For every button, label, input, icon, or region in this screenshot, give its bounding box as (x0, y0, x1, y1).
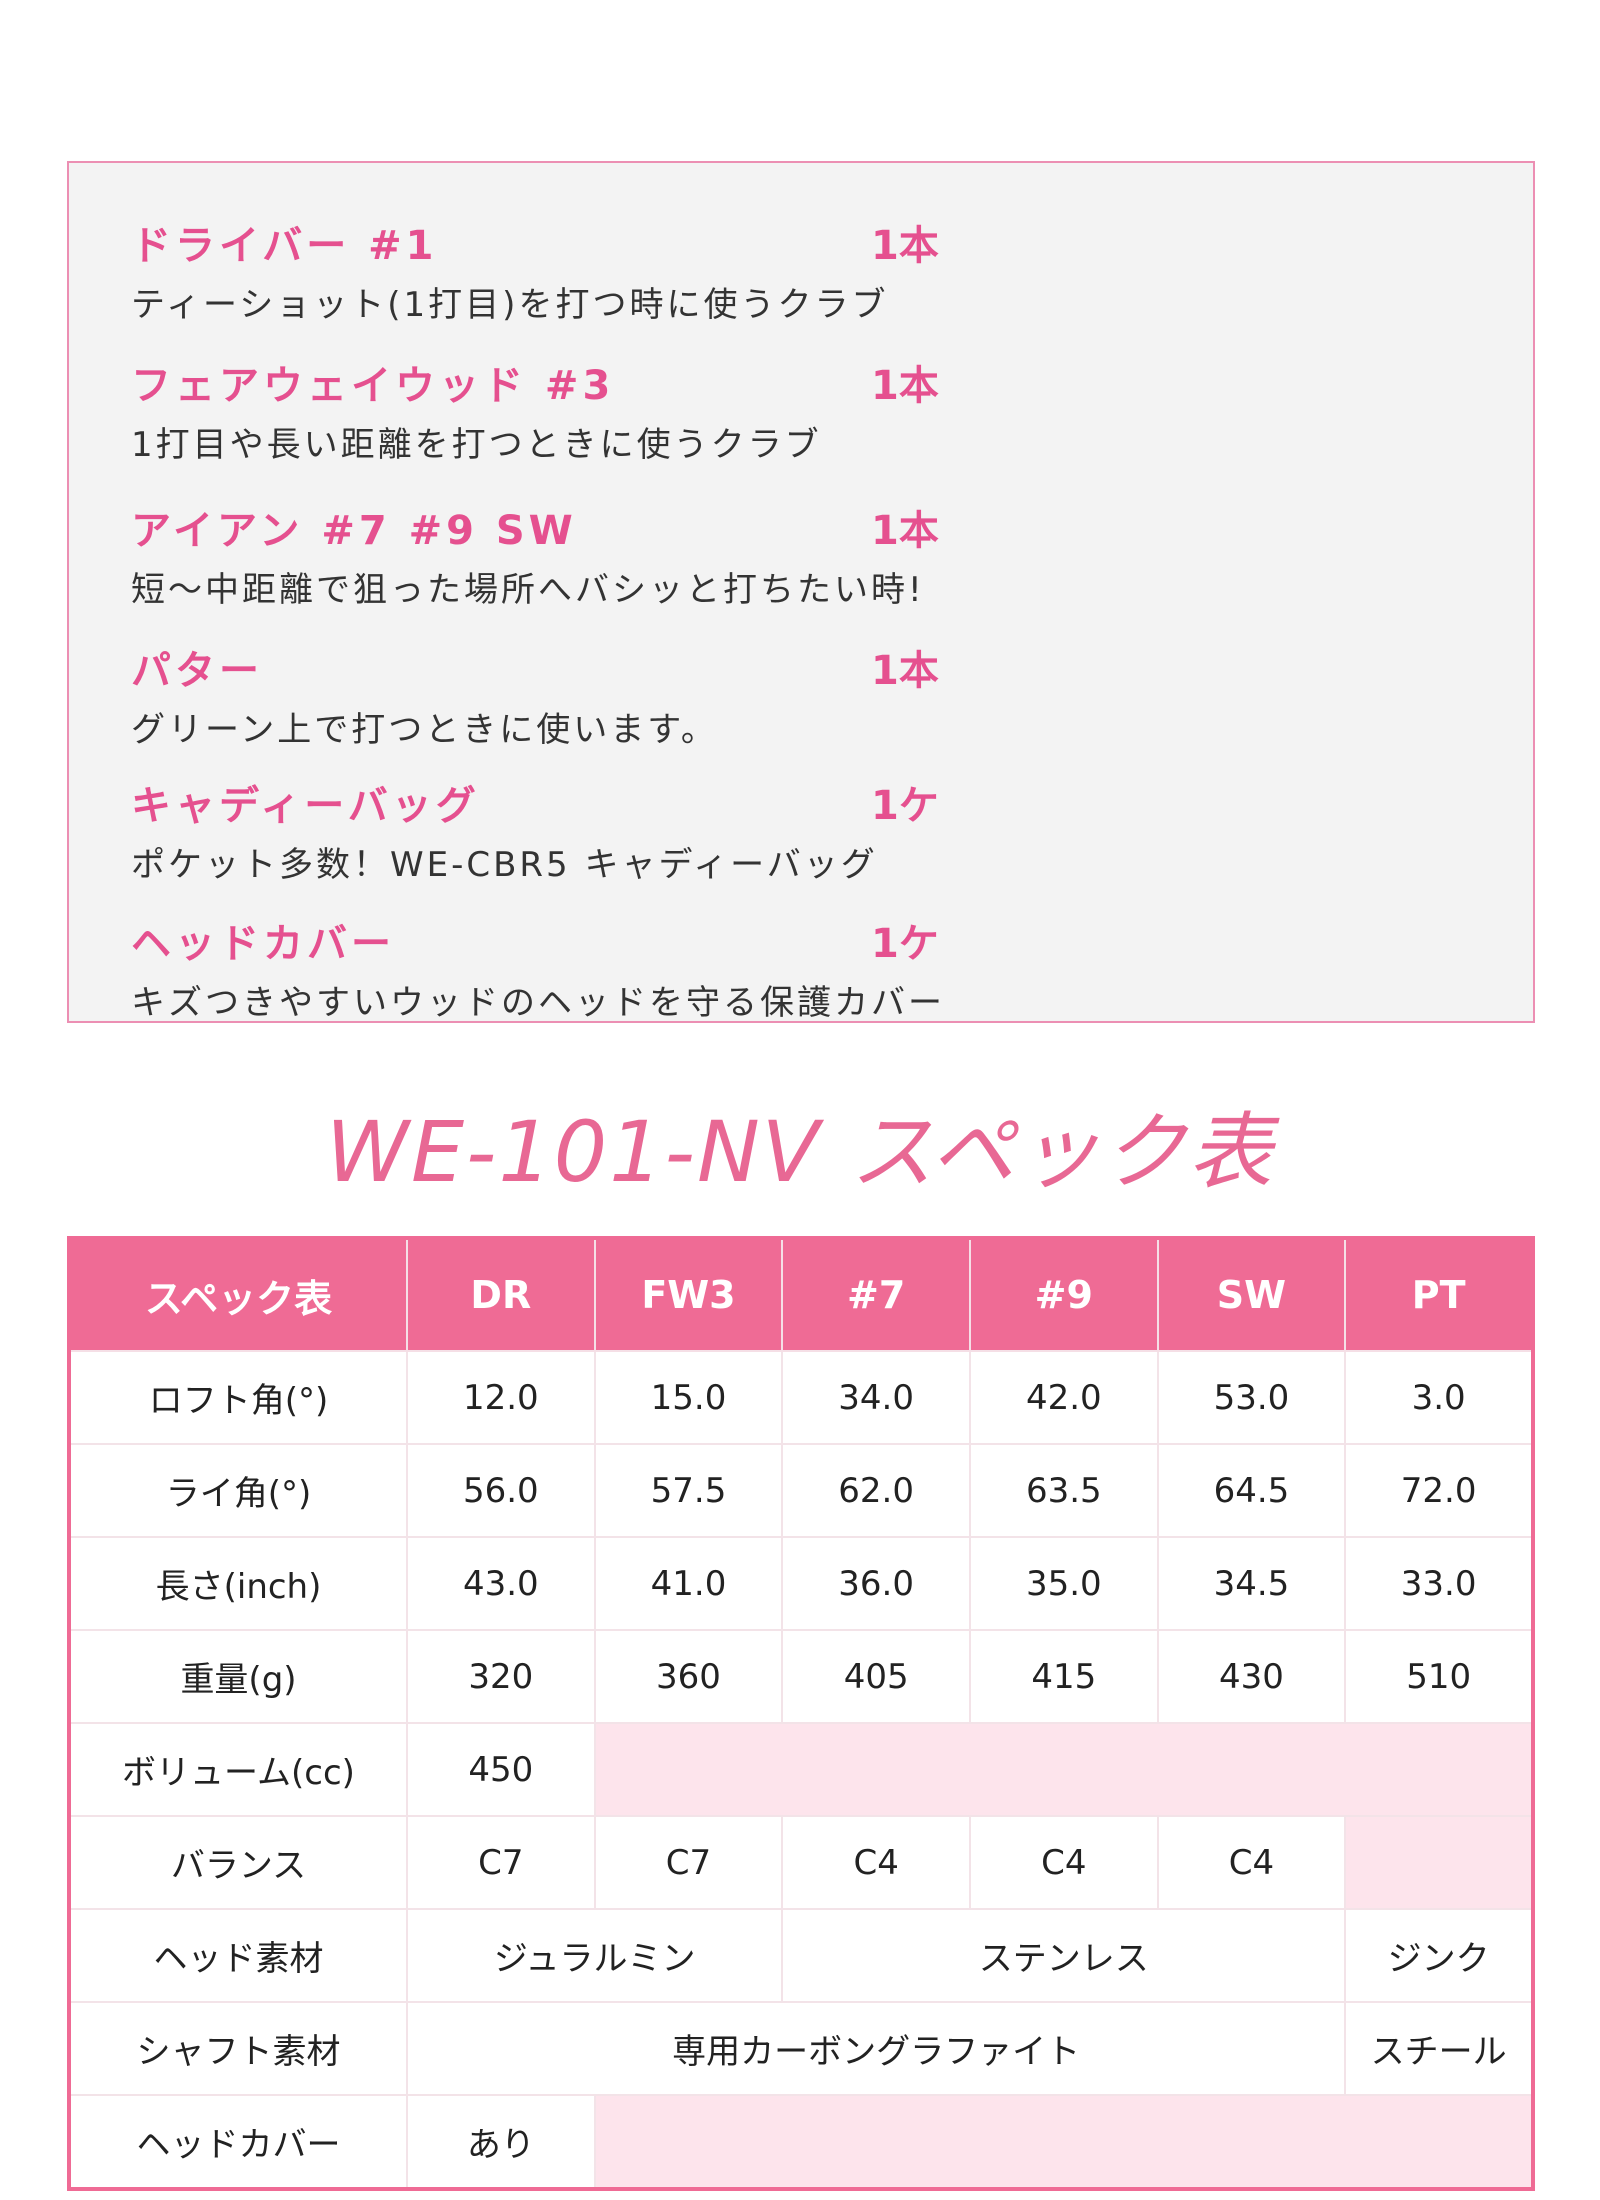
row-label: ライ角(°) (68, 1443, 408, 1538)
item-desc: グリーン上で打つときに使います。 (131, 710, 718, 750)
cell: 43.0 (406, 1536, 596, 1631)
table-row: シャフト素材 専用カーボングラファイト スチール (68, 2001, 1534, 2096)
item-name: アイアン #7 #9 SW (131, 508, 577, 554)
cell: 450 (406, 1722, 596, 1817)
table-row: バランス C7 C7 C4 C4 C4 (68, 1815, 1534, 1910)
cell: 57.5 (593, 1443, 784, 1538)
cell: 405 (781, 1629, 971, 1724)
cell: 41.0 (593, 1536, 784, 1631)
cell: 35.0 (968, 1536, 1159, 1631)
item-qty: 1本 (871, 508, 939, 554)
item-desc: 1打目や長い距離を打つときに使うクラブ (131, 425, 822, 465)
row-label: バランス (68, 1815, 408, 1910)
item-putter: パター 1本グリーン上で打つときに使います。 (131, 638, 939, 751)
cell: ジュラルミン (405, 1908, 784, 2003)
cell: 72.0 (1344, 1443, 1534, 1538)
header-cell: スペック表 (68, 1237, 408, 1352)
cell: あり (406, 2094, 596, 2190)
cell: 415 (968, 1629, 1159, 1724)
cell: 64.5 (1156, 1443, 1347, 1538)
cell: ステンレス (781, 1908, 1347, 2003)
cell: 3.0 (1344, 1350, 1534, 1445)
item-desc: ティーショット(1打目)を打つ時に使うクラブ (131, 285, 889, 325)
cell: 62.0 (781, 1443, 971, 1538)
item-fairway: フェアウェイウッド #3 1本 1打目や長い距離を打つときに使うクラブ (131, 353, 939, 466)
row-label: ボリューム(cc) (68, 1722, 408, 1817)
item-name: ヘッドカバー (131, 921, 395, 967)
cell: 56.0 (406, 1443, 596, 1538)
row-label: ロフト角(°) (68, 1350, 408, 1445)
cell: 12.0 (406, 1350, 596, 1445)
item-qty: 1ケ (871, 783, 939, 829)
item-qty: 1本 (871, 648, 939, 694)
cell: 63.5 (968, 1443, 1159, 1538)
empty-cell (593, 1722, 1535, 1817)
cell: 320 (406, 1629, 596, 1724)
empty-cell (1344, 1815, 1534, 1910)
cell: C4 (968, 1815, 1159, 1910)
table-row: 重量(g) 320 360 405 415 430 510 (68, 1629, 1534, 1724)
table-header-row: スペック表 DR FW3 #7 #9 SW PT (68, 1237, 1534, 1352)
item-driver: ドライバー #1 1本ティーショット(1打目)を打つ時に使うクラブ (131, 213, 939, 326)
cell: C4 (781, 1815, 971, 1910)
cell: 42.0 (968, 1350, 1159, 1445)
cell: C4 (1156, 1815, 1347, 1910)
cell: スチール (1344, 2001, 1534, 2096)
row-label: 重量(g) (68, 1629, 408, 1724)
item-iron: アイアン #7 #9 SW 1本短～中距離で狙った場所へバシッと打ちたい時! (131, 498, 939, 611)
empty-cell (593, 2094, 1535, 2190)
item-desc: 短～中距離で狙った場所へバシッと打ちたい時! (131, 570, 925, 610)
header-cell: FW3 (593, 1237, 784, 1352)
header-cell: SW (1156, 1237, 1347, 1352)
item-qty: 1ケ (871, 921, 939, 967)
cell: 360 (593, 1629, 784, 1724)
item-qty: 1本 (871, 223, 939, 269)
spec-table: スペック表 DR FW3 #7 #9 SW PT ロフト角(°) 12.0 15.0… (67, 1236, 1535, 2191)
row-label: ヘッドカバー (68, 2094, 408, 2190)
row-label: シャフト素材 (68, 2001, 408, 2096)
header-cell: #7 (781, 1237, 971, 1352)
item-caddie-bag: キャディーバッグ 1ケポケット多数！WE-CBR5 キャディーバッグ (131, 773, 939, 886)
table-row: ロフト角(°) 12.0 15.0 34.0 42.0 53.0 3.0 (68, 1350, 1534, 1445)
cell: C7 (593, 1815, 784, 1910)
table-row: ヘッドカバー あり (68, 2094, 1535, 2190)
cell: 36.0 (781, 1536, 971, 1631)
cell: 15.0 (593, 1350, 784, 1445)
table-row: 長さ(inch) 43.0 41.0 36.0 35.0 34.5 33.0 (68, 1536, 1534, 1631)
cell: C7 (406, 1815, 596, 1910)
header-cell: PT (1344, 1237, 1534, 1352)
table-row: ボリューム(cc) 450 (68, 1722, 1535, 1817)
item-qty: 1本 (871, 363, 939, 409)
table-row: ヘッド素材 ジュラルミン ステンレス ジンク (68, 1908, 1534, 2003)
cell: 430 (1156, 1629, 1347, 1724)
header-cell: #9 (968, 1237, 1159, 1352)
item-name: ドライバー #1 (131, 223, 438, 269)
cell: 53.0 (1156, 1350, 1347, 1445)
cell: 専用カーボングラファイト (405, 2001, 1347, 2096)
item-desc: ポケット多数！WE-CBR5 キャディーバッグ (131, 845, 878, 885)
header-cell: DR (406, 1237, 596, 1352)
cell: 510 (1344, 1629, 1534, 1724)
spec-title: WE-101-NV スペック表 (325, 1103, 1275, 1201)
contents-box: ドライバー #1 1本 ティーショット(1打目)を打つ時に使うクラブ フェアウェイウ… (67, 161, 1535, 1023)
row-label: 長さ(inch) (68, 1536, 408, 1631)
item-name: キャディーバッグ (131, 783, 480, 829)
table-row: ライ角(°) 56.0 57.5 62.0 63.5 64.5 72.0 (68, 1443, 1534, 1538)
item-name: パター (131, 648, 263, 694)
cell: ジンク (1344, 1908, 1534, 2003)
item-head-cover: ヘッドカバー 1ケキズつきやすいウッドのヘッドを守る保護カバー (131, 911, 945, 1024)
cell: 33.0 (1344, 1536, 1534, 1631)
cell: 34.0 (781, 1350, 971, 1445)
row-label: ヘッド素材 (68, 1908, 408, 2003)
item-name: フェアウェイウッド #3 (131, 363, 615, 409)
cell: 34.5 (1156, 1536, 1347, 1631)
item-desc: キズつきやすいウッドのヘッドを守る保護カバー (131, 983, 945, 1023)
